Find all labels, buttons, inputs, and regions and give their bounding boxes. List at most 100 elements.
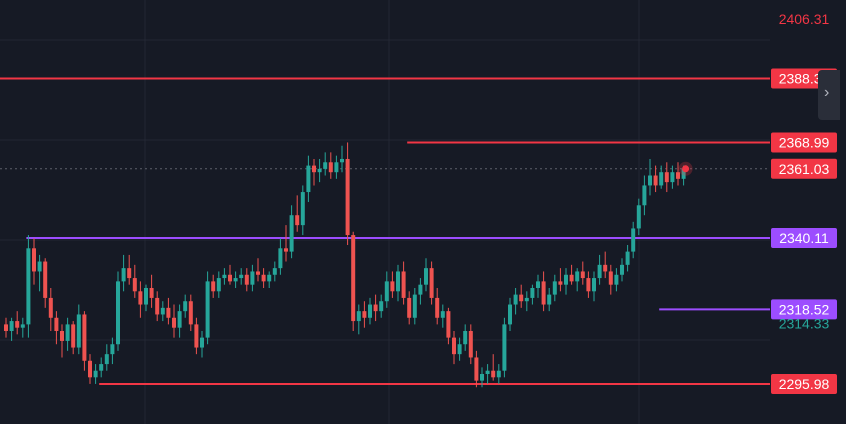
candle bbox=[267, 271, 272, 288]
candle bbox=[636, 198, 641, 236]
candle bbox=[390, 271, 395, 298]
candle bbox=[76, 304, 81, 355]
candle-body bbox=[485, 370, 490, 375]
candle bbox=[608, 264, 613, 295]
candle-body bbox=[513, 294, 518, 305]
candle bbox=[345, 142, 350, 245]
candle bbox=[379, 294, 384, 318]
candle-body bbox=[4, 324, 8, 332]
candle bbox=[412, 287, 417, 325]
axis-badge-text: 2340.11 bbox=[779, 230, 829, 246]
candle bbox=[418, 278, 423, 305]
candle-body bbox=[664, 172, 669, 183]
candle-body bbox=[216, 278, 221, 292]
candle-body bbox=[547, 294, 552, 305]
candle bbox=[88, 354, 92, 384]
axis-badge-text: 2318.52 bbox=[779, 301, 830, 317]
candle-body bbox=[256, 271, 260, 275]
candle-body bbox=[172, 317, 176, 328]
axis-text: 2314.33 bbox=[779, 315, 830, 331]
candle bbox=[93, 364, 98, 384]
candle bbox=[127, 254, 132, 285]
candle bbox=[676, 162, 680, 186]
candle-body bbox=[149, 287, 154, 298]
candle-body bbox=[71, 324, 76, 348]
candle bbox=[631, 221, 636, 259]
candle-body bbox=[99, 364, 104, 371]
candle bbox=[368, 297, 372, 325]
axis-label[interactable]: 2406.31 bbox=[779, 11, 830, 27]
candle bbox=[261, 268, 266, 288]
candle bbox=[222, 268, 227, 285]
candle bbox=[614, 268, 619, 292]
candle-body bbox=[222, 274, 227, 279]
candle-body bbox=[20, 324, 25, 328]
candle-body bbox=[211, 281, 216, 292]
candle bbox=[580, 261, 585, 285]
candle bbox=[530, 284, 535, 305]
candle-body bbox=[306, 165, 311, 193]
candle bbox=[177, 304, 182, 338]
candle bbox=[37, 254, 42, 292]
candle-body bbox=[407, 297, 412, 318]
candle bbox=[144, 284, 148, 312]
axis-label[interactable]: 2295.98 bbox=[771, 374, 837, 394]
axis-label[interactable]: 2368.99 bbox=[771, 132, 837, 153]
candle-body bbox=[496, 370, 501, 378]
candle bbox=[48, 287, 53, 332]
candle-body bbox=[345, 158, 350, 236]
candle-body bbox=[9, 321, 14, 332]
candle bbox=[564, 268, 568, 295]
candle bbox=[401, 261, 406, 305]
candle bbox=[155, 291, 160, 322]
scroll-right-button[interactable]: › bbox=[818, 70, 840, 120]
candle bbox=[653, 165, 658, 193]
candle bbox=[508, 297, 512, 332]
candle bbox=[244, 268, 249, 292]
candle bbox=[99, 357, 104, 378]
axis-label[interactable]: 2340.11 bbox=[771, 228, 837, 249]
candle-body bbox=[284, 248, 288, 252]
axis-badge-text: 2361.03 bbox=[779, 161, 830, 177]
candle bbox=[474, 350, 479, 388]
candle bbox=[82, 311, 87, 371]
candle-body bbox=[54, 317, 59, 332]
candle-body bbox=[295, 215, 300, 226]
candle bbox=[272, 261, 277, 282]
candle bbox=[429, 261, 434, 305]
candle bbox=[295, 195, 300, 232]
candle bbox=[334, 155, 339, 179]
candle-body bbox=[440, 311, 445, 318]
candle-body bbox=[519, 294, 524, 302]
candle-body bbox=[373, 304, 378, 312]
candle-body bbox=[356, 311, 361, 322]
candle-body bbox=[312, 165, 316, 173]
candle bbox=[524, 291, 529, 312]
candle bbox=[300, 185, 305, 236]
candle bbox=[575, 268, 580, 292]
candle-body bbox=[418, 284, 423, 295]
axis-badge-text: 2295.98 bbox=[779, 376, 830, 392]
candle-body bbox=[116, 281, 120, 345]
candle bbox=[121, 254, 126, 292]
candle-body bbox=[536, 281, 540, 288]
axis-label[interactable]: 2361.03 bbox=[771, 158, 837, 179]
candle bbox=[340, 145, 344, 173]
candle bbox=[603, 251, 608, 279]
candle-body bbox=[188, 301, 193, 325]
level-lines bbox=[0, 77, 770, 385]
candle-body bbox=[502, 324, 507, 371]
candle-body bbox=[334, 162, 339, 173]
candle-body bbox=[104, 354, 109, 365]
axis-label[interactable]: 2314.33 bbox=[779, 315, 830, 331]
candles bbox=[4, 142, 686, 388]
axis-label[interactable]: 2318.52 bbox=[771, 299, 837, 320]
candle-body bbox=[155, 297, 160, 315]
candle bbox=[138, 281, 143, 318]
price-axis[interactable]: 2406.31 2388.33 2368.99 2361.03 2340.11 2318.… bbox=[771, 11, 837, 394]
candle-body bbox=[351, 235, 356, 322]
candle bbox=[104, 344, 109, 371]
candle-body bbox=[239, 274, 244, 279]
candle bbox=[172, 304, 176, 338]
